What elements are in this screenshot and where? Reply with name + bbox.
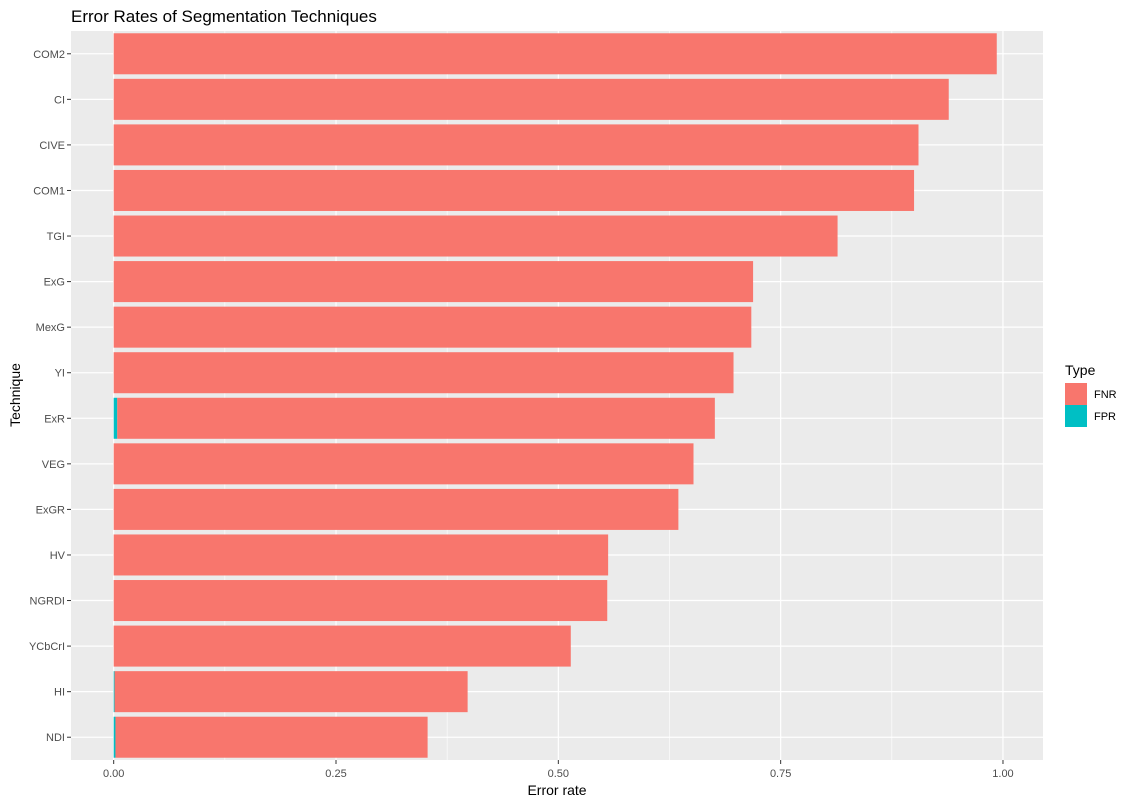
x-tick-label: 0.25 [325,768,346,780]
y-tick-label: NGRDI [30,596,65,608]
bar-fnr-yi [113,352,734,394]
bar-fnr-tgi [113,215,838,257]
bar-fnr-exg [113,261,754,303]
bar-fnr-hi [114,671,468,713]
bar-fnr-ngrdi [113,580,608,622]
y-tick-label: ExG [44,277,65,289]
x-tick-label: 0.75 [770,768,791,780]
bar-fnr-veg [113,443,694,485]
y-tick-label: CIVE [39,140,65,152]
bar-fnr-exr [117,397,715,439]
bar-fnr-mexg [113,306,752,348]
y-tick-label: HV [50,550,66,562]
bar-fpr-hi [113,671,115,713]
bar-fnr-ndi [115,716,428,758]
y-tick-label: YI [55,368,65,380]
legend-label-fnr: FNR [1094,389,1117,401]
x-tick-label: 0.00 [103,768,124,780]
y-tick-label: CI [54,94,65,106]
y-axis: COM2 CI CIVE COM1 TGI ExG MexG YI ExR VEG ExGR HV NG… [29,49,71,744]
x-tick-label: 0.50 [548,768,569,780]
chart-title: Error Rates of Segmentation Techniques [71,7,377,26]
y-tick-label: NDI [46,732,65,744]
bar-fnr-com1 [113,169,915,211]
y-tick-label: VEG [42,459,65,471]
bar-fnr-ycbcri [113,625,571,667]
legend-key-fpr [1065,405,1087,427]
legend-label-fpr: FPR [1094,411,1116,423]
bars [113,33,997,758]
bar-fpr-ndi [113,716,116,758]
y-tick-label: ExGR [36,504,65,516]
y-axis-title: Technique [7,363,23,427]
y-tick-label: COM2 [33,49,65,61]
legend-key-fnr [1065,383,1087,405]
y-tick-label: TGI [47,231,65,243]
y-tick-label: YCbCrI [29,641,65,653]
bar-fnr-com2 [113,33,997,75]
x-axis: 0.00 0.25 0.50 0.75 1.00 [103,760,1014,780]
legend: Type FNR FPR [1065,362,1117,427]
x-axis-title: Error rate [527,782,586,798]
bar-fnr-exgr [113,488,679,530]
bar-fnr-ci [113,78,949,120]
x-tick-label: 1.00 [992,768,1013,780]
legend-title: Type [1065,362,1096,378]
y-tick-label: HI [54,687,65,699]
y-tick-label: ExR [44,413,65,425]
bar-fnr-cive [113,124,919,166]
bar-fnr-hv [113,534,609,576]
bar-fpr-exr [113,397,118,439]
y-tick-label: COM1 [33,185,65,197]
y-tick-label: MexG [36,322,65,334]
